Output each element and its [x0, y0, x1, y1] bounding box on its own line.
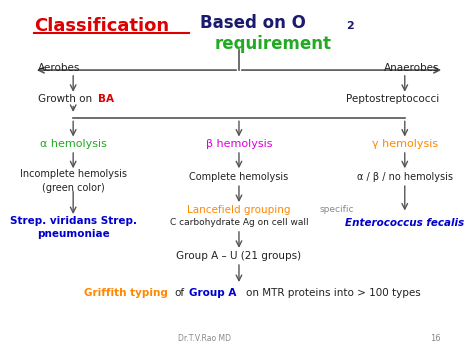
- Text: 2: 2: [346, 21, 354, 31]
- Text: Based on O: Based on O: [200, 14, 306, 32]
- Text: 16: 16: [430, 334, 441, 343]
- Text: Incomplete hemolysis
(green color): Incomplete hemolysis (green color): [19, 169, 127, 193]
- Text: of: of: [174, 288, 184, 298]
- Text: Anaerobes: Anaerobes: [384, 63, 440, 73]
- Text: Group A: Group A: [189, 288, 236, 298]
- Text: Aerobes: Aerobes: [38, 63, 81, 73]
- Text: Enterococcus fecalis: Enterococcus fecalis: [345, 218, 465, 228]
- Text: Classification: Classification: [34, 17, 169, 35]
- Text: C carbohydrate Ag on cell wall: C carbohydrate Ag on cell wall: [170, 218, 308, 227]
- Text: α hemolysis: α hemolysis: [40, 139, 107, 149]
- Text: BA: BA: [99, 94, 115, 104]
- Text: γ hemolysis: γ hemolysis: [372, 139, 438, 149]
- Text: α / β / no hemolysis: α / β / no hemolysis: [357, 172, 453, 182]
- Text: β hemolysis: β hemolysis: [206, 139, 272, 149]
- Text: Dr.T.V.Rao MD: Dr.T.V.Rao MD: [178, 334, 230, 343]
- Text: specific: specific: [319, 206, 354, 214]
- Text: Lancefield grouping: Lancefield grouping: [187, 205, 291, 215]
- Text: requirement: requirement: [215, 35, 332, 53]
- Text: Griffith typing: Griffith typing: [84, 288, 168, 298]
- Text: Strep. viridans Strep.
pneumoniae: Strep. viridans Strep. pneumoniae: [9, 216, 137, 239]
- Text: Peptostreptococci: Peptostreptococci: [346, 94, 440, 104]
- Text: Group A – U (21 groups): Group A – U (21 groups): [176, 251, 301, 261]
- Text: on MTR proteins into > 100 types: on MTR proteins into > 100 types: [246, 288, 420, 298]
- Text: Complete hemolysis: Complete hemolysis: [189, 172, 289, 182]
- Text: Growth on: Growth on: [38, 94, 96, 104]
